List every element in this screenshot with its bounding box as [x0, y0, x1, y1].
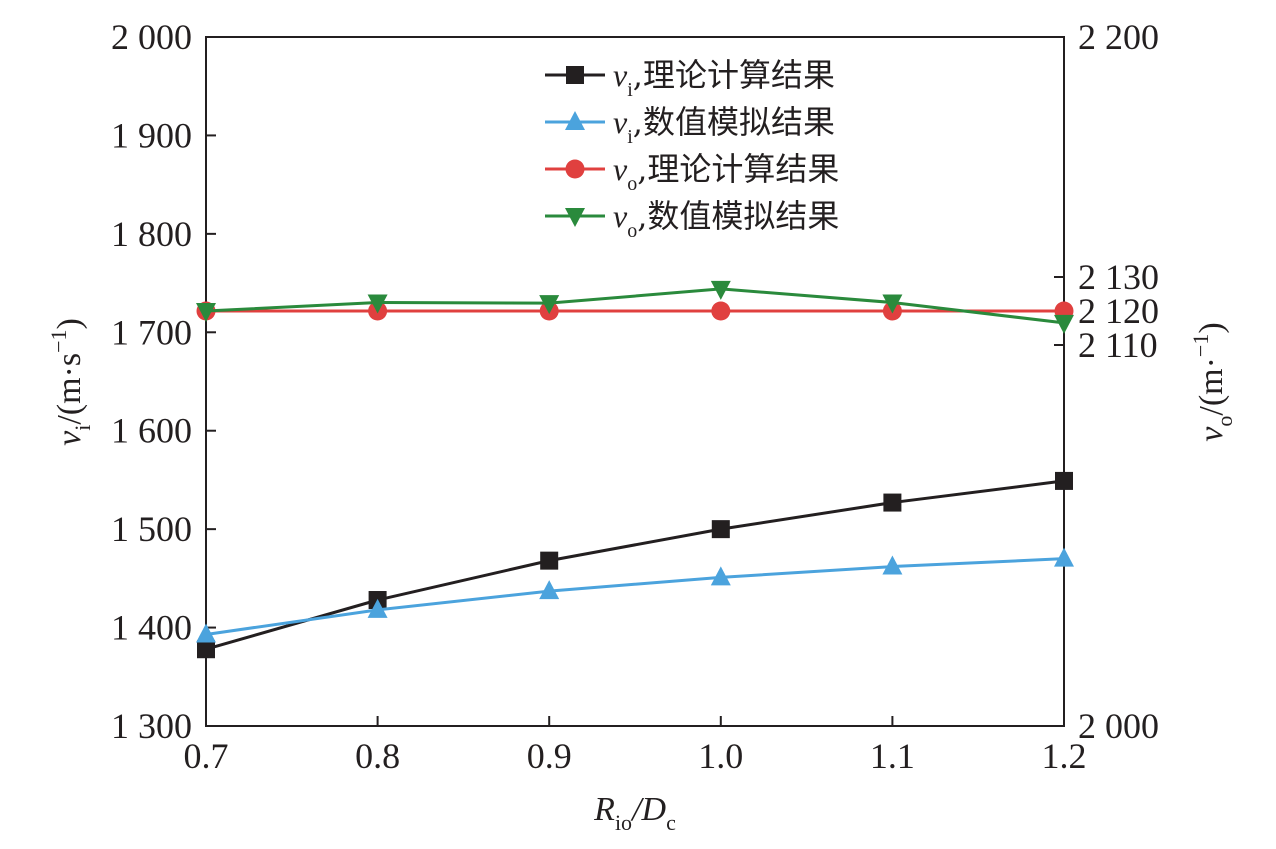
- x-tick-label: 0.9: [527, 736, 572, 776]
- legend-label: vi,理论计算结果: [613, 56, 835, 101]
- data-point: [711, 520, 730, 539]
- data-point: [540, 551, 559, 570]
- left-y-tick-label: 2 000: [111, 17, 192, 57]
- data-point: [539, 580, 560, 600]
- series-vi-simulation: [196, 547, 1074, 643]
- legend-marker: [565, 111, 585, 130]
- data-point: [710, 566, 731, 586]
- data-point: [196, 303, 216, 322]
- data-point: [710, 280, 731, 300]
- right-y-tick-label: 2 130: [1078, 257, 1159, 297]
- series-line: [205, 287, 1065, 325]
- data-point: [711, 301, 731, 321]
- legend-item: vo,数值模拟结果: [545, 197, 839, 242]
- right-y-tick-label: 2 000: [1078, 706, 1159, 746]
- left-y-axis-ticks: 1 300 1 400 1 500 1 600 1 700 1 800 1 900 2 000: [111, 17, 216, 746]
- right-y-tick-label: 2 200: [1078, 17, 1159, 57]
- data-point: [1054, 314, 1074, 334]
- data-point: [1054, 547, 1074, 567]
- legend-label: vi,数值模拟结果: [613, 103, 835, 148]
- data-point: [1055, 471, 1073, 490]
- data-point: [367, 294, 388, 314]
- left-y-axis-title: vi/(m·s−1): [46, 318, 95, 446]
- left-y-tick-label: 1 400: [111, 608, 192, 648]
- left-y-tick-label: 1 300: [111, 706, 192, 746]
- legend-item: vo,理论计算结果: [545, 150, 839, 195]
- legend-item: vi,数值模拟结果: [545, 103, 835, 148]
- data-point: [196, 623, 216, 643]
- x-tick-label: 1.2: [1042, 736, 1087, 776]
- x-axis-title: Rio/Dc: [593, 791, 676, 835]
- legend-label: vo,数值模拟结果: [613, 197, 839, 242]
- left-y-tick-label: 1 900: [111, 115, 192, 155]
- series-vi-theory: [197, 471, 1073, 659]
- x-tick-label: 0.8: [355, 736, 400, 776]
- x-tick-label: 1.0: [698, 736, 743, 776]
- data-point: [367, 598, 388, 618]
- series-vo-simulation: [196, 280, 1074, 334]
- legend-marker: [565, 208, 585, 227]
- left-y-tick-label: 1 800: [111, 214, 192, 254]
- series-line: [205, 479, 1065, 651]
- right-y-axis-title: vo/(m·−1): [1188, 322, 1237, 441]
- left-y-tick-label: 1 600: [111, 411, 192, 451]
- x-tick-label: 0.7: [184, 736, 229, 776]
- data-point: [882, 294, 903, 314]
- series-layer: [196, 280, 1074, 659]
- data-point: [883, 493, 902, 512]
- x-axis-ticks: 0.7 0.8 0.9 1.0 1.1 1.2: [184, 716, 1087, 776]
- legend-marker: [565, 159, 585, 179]
- legend-label: vo,理论计算结果: [613, 150, 839, 195]
- data-point: [197, 640, 215, 659]
- left-y-tick-label: 1 700: [111, 312, 192, 352]
- legend-marker: [566, 66, 584, 84]
- right-y-tick-label: 2 110: [1078, 325, 1158, 365]
- series-line: [205, 557, 1065, 636]
- right-y-tick-label: 2 120: [1078, 291, 1159, 331]
- data-point: [882, 555, 903, 575]
- left-y-tick-label: 1 500: [111, 509, 192, 549]
- x-tick-label: 1.1: [870, 736, 915, 776]
- plot-frame: [205, 36, 1065, 727]
- data-point: [539, 295, 560, 315]
- legend-item: vi,理论计算结果: [545, 56, 835, 101]
